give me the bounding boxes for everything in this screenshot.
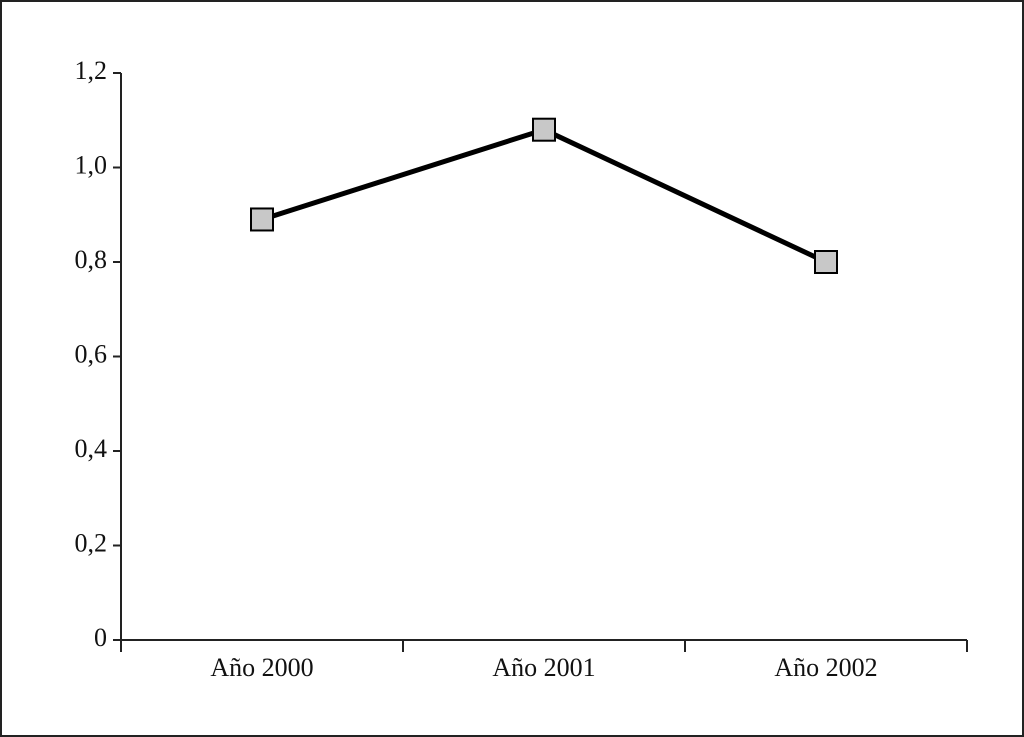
y-tick-label: 0,6 xyxy=(75,339,108,368)
x-tick-label: Año 2002 xyxy=(774,653,877,682)
y-tick-label: 1,0 xyxy=(75,150,108,179)
marker xyxy=(250,207,274,232)
y-tick-label: 0,4 xyxy=(75,434,108,463)
x-tick-label: Año 2000 xyxy=(210,653,313,682)
y-tick-label: 0,8 xyxy=(75,245,108,274)
marker xyxy=(532,117,556,142)
marker xyxy=(814,250,838,274)
y-tick-label: 0,2 xyxy=(75,528,108,557)
x-tick-label: Año 2001 xyxy=(492,653,595,682)
y-tick-label: 0 xyxy=(94,623,107,652)
y-tick-label: 1,2 xyxy=(75,56,108,85)
